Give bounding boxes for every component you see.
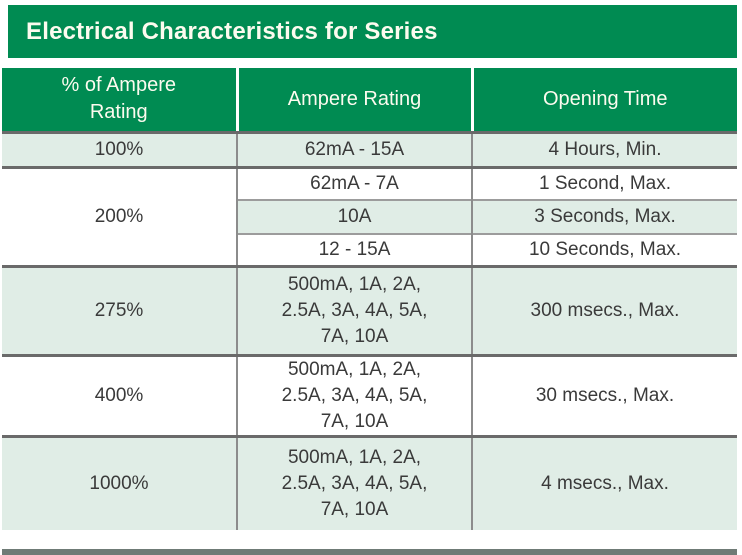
table-row: 10A 3 Seconds, Max. — [2, 199, 737, 234]
time-cell: 300 msecs., Max. — [471, 264, 737, 355]
header-col-ampere-rating: Ampere Rating — [235, 68, 472, 134]
ampere-cell: 62mA - 15A — [236, 132, 472, 167]
table-header-row: % of Ampere Rating Ampere Rating Opening… — [2, 68, 737, 134]
table-row: 100% 62mA - 15A 4 Hours, Min. — [2, 132, 737, 167]
time-cell: 30 msecs., Max. — [471, 353, 737, 436]
percent-cell: 400% — [2, 353, 237, 436]
ampere-cell: 12 - 15A — [236, 233, 472, 266]
table-row: 200% 62mA - 7A 1 Second, Max. — [2, 165, 737, 266]
electrical-characteristics-table: % of Ampere Rating Ampere Rating Opening… — [2, 68, 737, 530]
time-cell: 4 msecs., Max. — [471, 434, 737, 530]
time-cell: 10 Seconds, Max. — [471, 233, 737, 266]
table-row: 12 - 15A 10 Seconds, Max. — [2, 233, 737, 266]
percent-cell: 1000% — [2, 434, 237, 530]
percent-cell: 275% — [2, 264, 237, 355]
ampere-cell: 500mA, 1A, 2A, 2.5A, 3A, 4A, 5A, 7A, 10A — [236, 264, 472, 355]
ampere-cell: 500mA, 1A, 2A, 2.5A, 3A, 4A, 5A, 7A, 10A — [236, 353, 472, 436]
time-cell: 1 Second, Max. — [471, 165, 737, 200]
table-row: 400% 500mA, 1A, 2A, 2.5A, 3A, 4A, 5A, 7A… — [2, 353, 737, 436]
table-row: 275% 500mA, 1A, 2A, 2.5A, 3A, 4A, 5A, 7A… — [2, 264, 737, 355]
table-row: 1000% 500mA, 1A, 2A, 2.5A, 3A, 4A, 5A, 7… — [2, 434, 737, 530]
ampere-cell: 10A — [236, 199, 472, 234]
percent-cell: 100% — [2, 132, 237, 167]
ampere-cell: 500mA, 1A, 2A, 2.5A, 3A, 4A, 5A, 7A, 10A — [236, 434, 472, 530]
page-title: Electrical Characteristics for Series — [26, 17, 438, 45]
time-cell: 3 Seconds, Max. — [471, 199, 737, 234]
section-title-bar: Electrical Characteristics for Series — [8, 5, 737, 58]
header-col-opening-time: Opening Time — [470, 68, 737, 134]
time-cell: 4 Hours, Min. — [471, 132, 737, 167]
percent-cell: 200% — [2, 165, 237, 266]
ampere-cell: 62mA - 7A — [236, 165, 472, 200]
header-col-percent-of-ampere-rating: % of Ampere Rating — [2, 68, 237, 134]
table-bottom-bar — [2, 549, 737, 555]
